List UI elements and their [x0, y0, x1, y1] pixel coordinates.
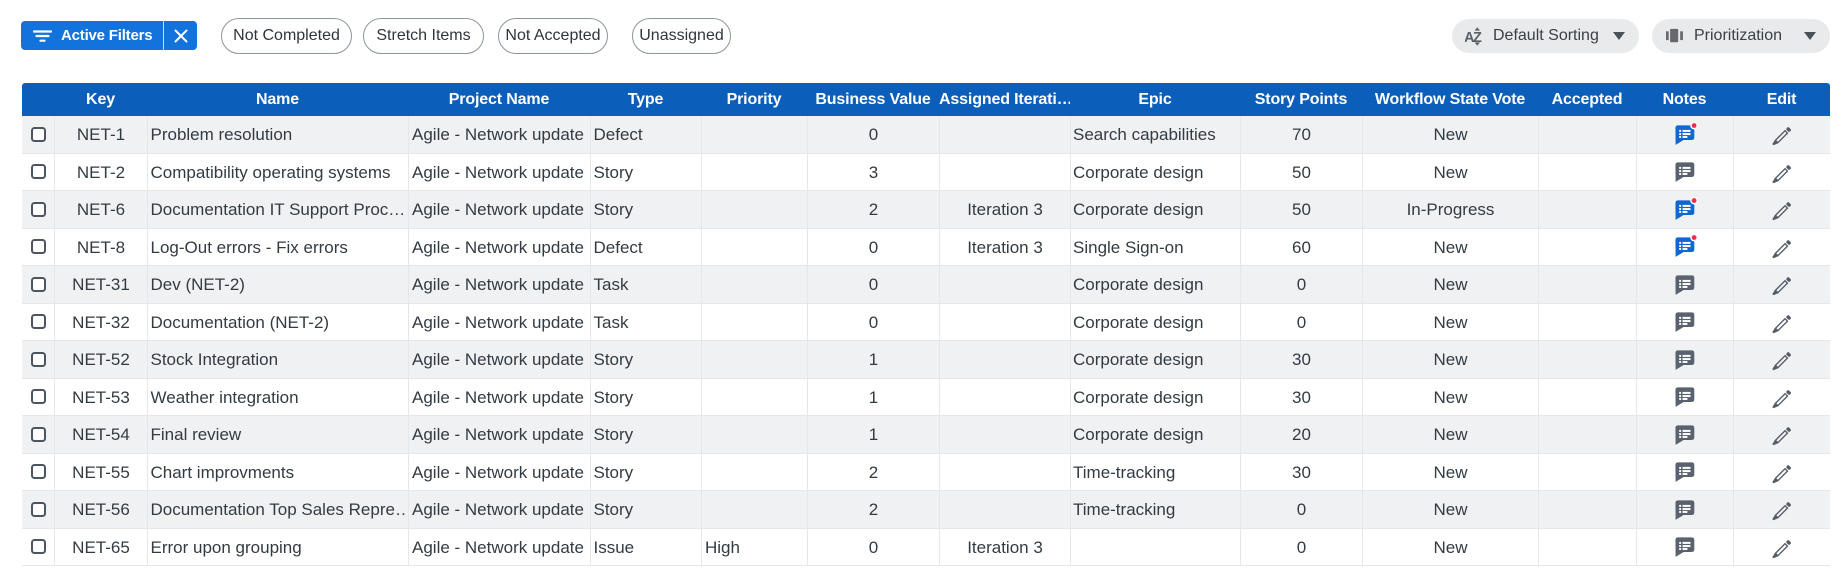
svg-text:AZ: AZ	[1465, 30, 1482, 46]
